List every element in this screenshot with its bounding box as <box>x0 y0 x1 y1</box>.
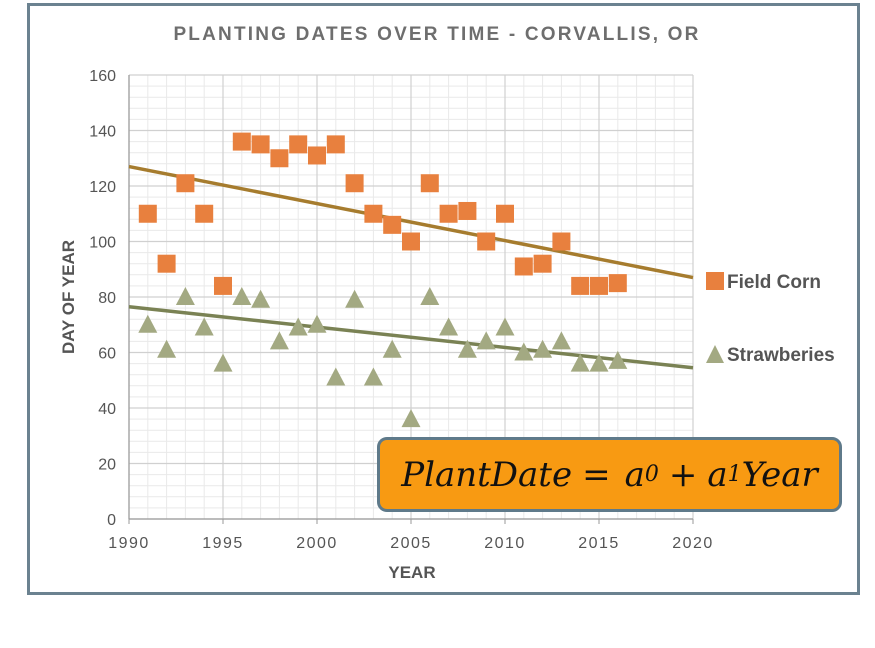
point-field-corn <box>477 232 496 251</box>
point-field-corn <box>138 204 157 223</box>
point-strawberies <box>288 317 308 336</box>
point-strawberies <box>251 289 271 308</box>
equation-plus: + <box>668 454 698 495</box>
x-tick-label: 2015 <box>578 535 620 552</box>
y-tick-label: 60 <box>98 346 116 363</box>
y-tick-label: 20 <box>98 457 116 474</box>
point-strawberies <box>589 353 609 372</box>
equation-variable: Year <box>741 454 818 495</box>
y-tick-label: 160 <box>89 68 116 85</box>
point-strawberies <box>326 367 346 386</box>
equation-sub1: 1 <box>727 462 742 487</box>
x-tick-label: 2005 <box>390 535 432 552</box>
point-strawberies <box>551 331 571 350</box>
point-strawberies <box>476 331 496 350</box>
y-tick-label: 40 <box>98 401 116 418</box>
point-field-corn <box>458 201 477 220</box>
point-field-corn <box>383 215 402 234</box>
equation-coef-a1: a <box>707 454 728 495</box>
legend-marker-strawberies <box>706 345 724 363</box>
x-tick-label: 1995 <box>202 535 244 552</box>
point-field-corn <box>533 254 552 273</box>
y-tick-label: 0 <box>107 512 116 529</box>
y-tick-label: 120 <box>89 179 116 196</box>
x-axis-label: YEAR <box>388 563 435 582</box>
legend-label-strawberies: Strawberies <box>727 345 835 366</box>
x-tick-label: 2000 <box>296 535 338 552</box>
y-tick-label: 140 <box>89 124 116 141</box>
x-tick-label: 2010 <box>484 535 526 552</box>
point-field-corn <box>364 204 383 223</box>
equation-coef-a0: a <box>624 454 645 495</box>
point-field-corn <box>176 174 195 193</box>
legend-label-field-corn: Field Corn <box>727 272 821 293</box>
point-strawberies <box>608 350 628 369</box>
point-field-corn <box>345 174 364 193</box>
y-tick-label: 80 <box>98 290 116 307</box>
point-field-corn <box>590 276 608 295</box>
point-strawberies <box>401 409 421 428</box>
legend: Field Corn Strawberies <box>706 272 835 366</box>
point-strawberies <box>363 367 383 386</box>
point-strawberies <box>138 314 158 333</box>
chart-title: PLANTING DATES OVER TIME - CORVALLIS, OR <box>173 24 700 45</box>
point-field-corn <box>326 135 345 154</box>
point-strawberies <box>345 289 365 308</box>
point-strawberies <box>533 339 553 358</box>
equation-lhs: PlantDate <box>401 454 573 495</box>
point-strawberies <box>232 287 252 305</box>
point-strawberies <box>420 287 440 305</box>
point-strawberies <box>495 317 515 336</box>
point-field-corn <box>439 204 458 223</box>
point-field-corn <box>251 135 270 154</box>
data-points <box>138 132 628 428</box>
point-field-corn <box>514 257 533 276</box>
point-strawberies <box>439 317 459 336</box>
point-strawberies <box>514 342 534 361</box>
trendline-field-corn <box>128 164 694 280</box>
point-strawberies <box>307 314 327 333</box>
point-strawberies <box>382 339 402 358</box>
point-field-corn <box>571 276 590 295</box>
point-strawberies <box>213 353 233 372</box>
point-strawberies <box>570 353 590 372</box>
point-field-corn <box>496 204 514 223</box>
point-strawberies <box>175 287 195 305</box>
point-field-corn <box>232 132 251 151</box>
point-field-corn <box>214 276 232 295</box>
point-strawberies <box>457 339 477 358</box>
point-field-corn <box>552 232 571 251</box>
point-field-corn <box>289 135 308 154</box>
y-tick-label: 100 <box>89 235 116 252</box>
point-strawberies <box>194 317 214 336</box>
axes: 1990 1995 2000 2005 2010 2015 2020 0 20 40 60 80 100… <box>89 68 714 552</box>
y-axis-label: DAY OF YEAR <box>59 240 78 354</box>
equation-equals: = <box>582 454 611 495</box>
x-tick-label: 2020 <box>672 535 714 552</box>
point-field-corn <box>402 232 420 251</box>
legend-marker-field-corn <box>706 272 724 290</box>
point-field-corn <box>195 204 214 223</box>
point-field-corn <box>270 149 289 168</box>
point-strawberies <box>269 331 289 350</box>
point-field-corn <box>608 274 627 293</box>
point-strawberies <box>157 339 177 358</box>
point-field-corn <box>308 146 326 165</box>
point-field-corn <box>420 174 439 193</box>
point-field-corn <box>157 254 176 273</box>
equation-sub0: 0 <box>644 462 659 487</box>
x-tick-label: 1990 <box>108 535 150 552</box>
